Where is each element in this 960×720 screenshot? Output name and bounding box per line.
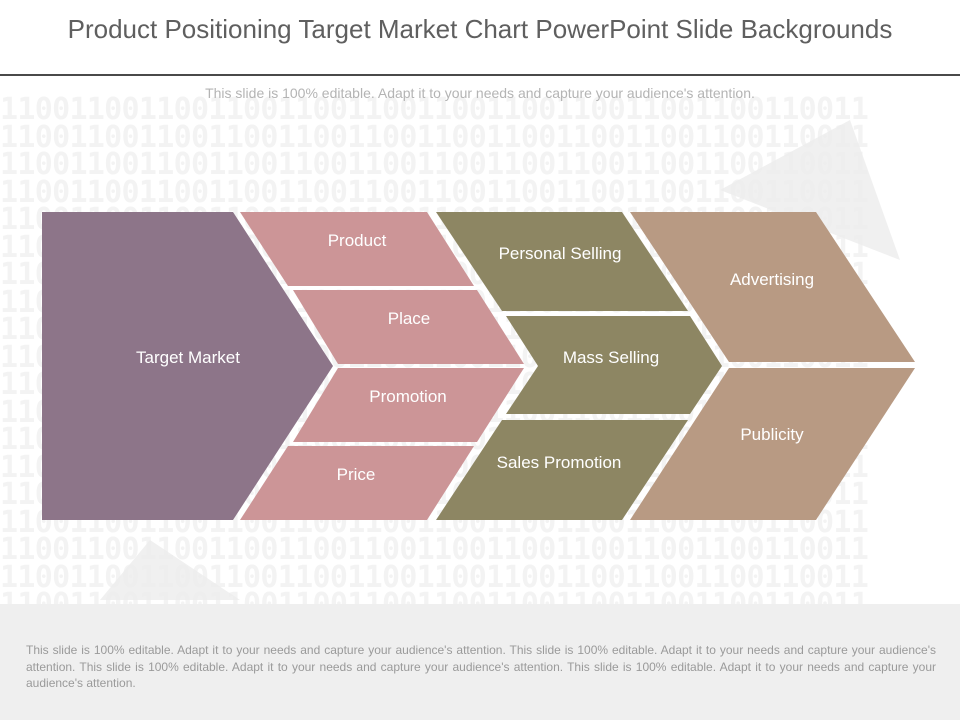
target-market-label: Target Market xyxy=(136,348,240,367)
publicity-shape[interactable] xyxy=(630,368,915,520)
mass-selling-shape[interactable] xyxy=(506,316,722,414)
footer-text: This slide is 100% editable. Adapt it to… xyxy=(26,643,936,690)
page-title: Product Positioning Target Market Chart … xyxy=(67,14,893,44)
decorative-arrow-shape xyxy=(100,540,240,600)
title-divider xyxy=(0,74,960,76)
mix-place-shape[interactable] xyxy=(293,290,524,364)
mix-product-label: Product xyxy=(328,231,387,250)
mix-promotion-label: Promotion xyxy=(369,387,446,406)
footer-panel: This slide is 100% editable. Adapt it to… xyxy=(0,604,960,720)
sales-promotion-shape[interactable] xyxy=(436,420,688,520)
publicity-label: Publicity xyxy=(740,425,804,444)
personal-selling-label: Personal Selling xyxy=(499,244,622,263)
mix-price-shape[interactable] xyxy=(240,446,474,520)
advertising-label: Advertising xyxy=(730,270,814,289)
mix-product-shape[interactable] xyxy=(240,212,474,286)
sales-promotion-label: Sales Promotion xyxy=(497,453,622,472)
mix-place-label: Place xyxy=(388,309,431,328)
mix-price-label: Price xyxy=(337,465,376,484)
personal-selling-shape[interactable] xyxy=(436,212,688,311)
mix-promotion-shape[interactable] xyxy=(293,368,524,442)
decorative-arrow-shape xyxy=(720,120,900,260)
advertising-shape[interactable] xyxy=(630,212,915,362)
editable-note: This slide is 100% editable. Adapt it to… xyxy=(205,85,755,101)
mass-selling-label: Mass Selling xyxy=(563,348,659,367)
target-market-shape[interactable] xyxy=(42,212,333,520)
